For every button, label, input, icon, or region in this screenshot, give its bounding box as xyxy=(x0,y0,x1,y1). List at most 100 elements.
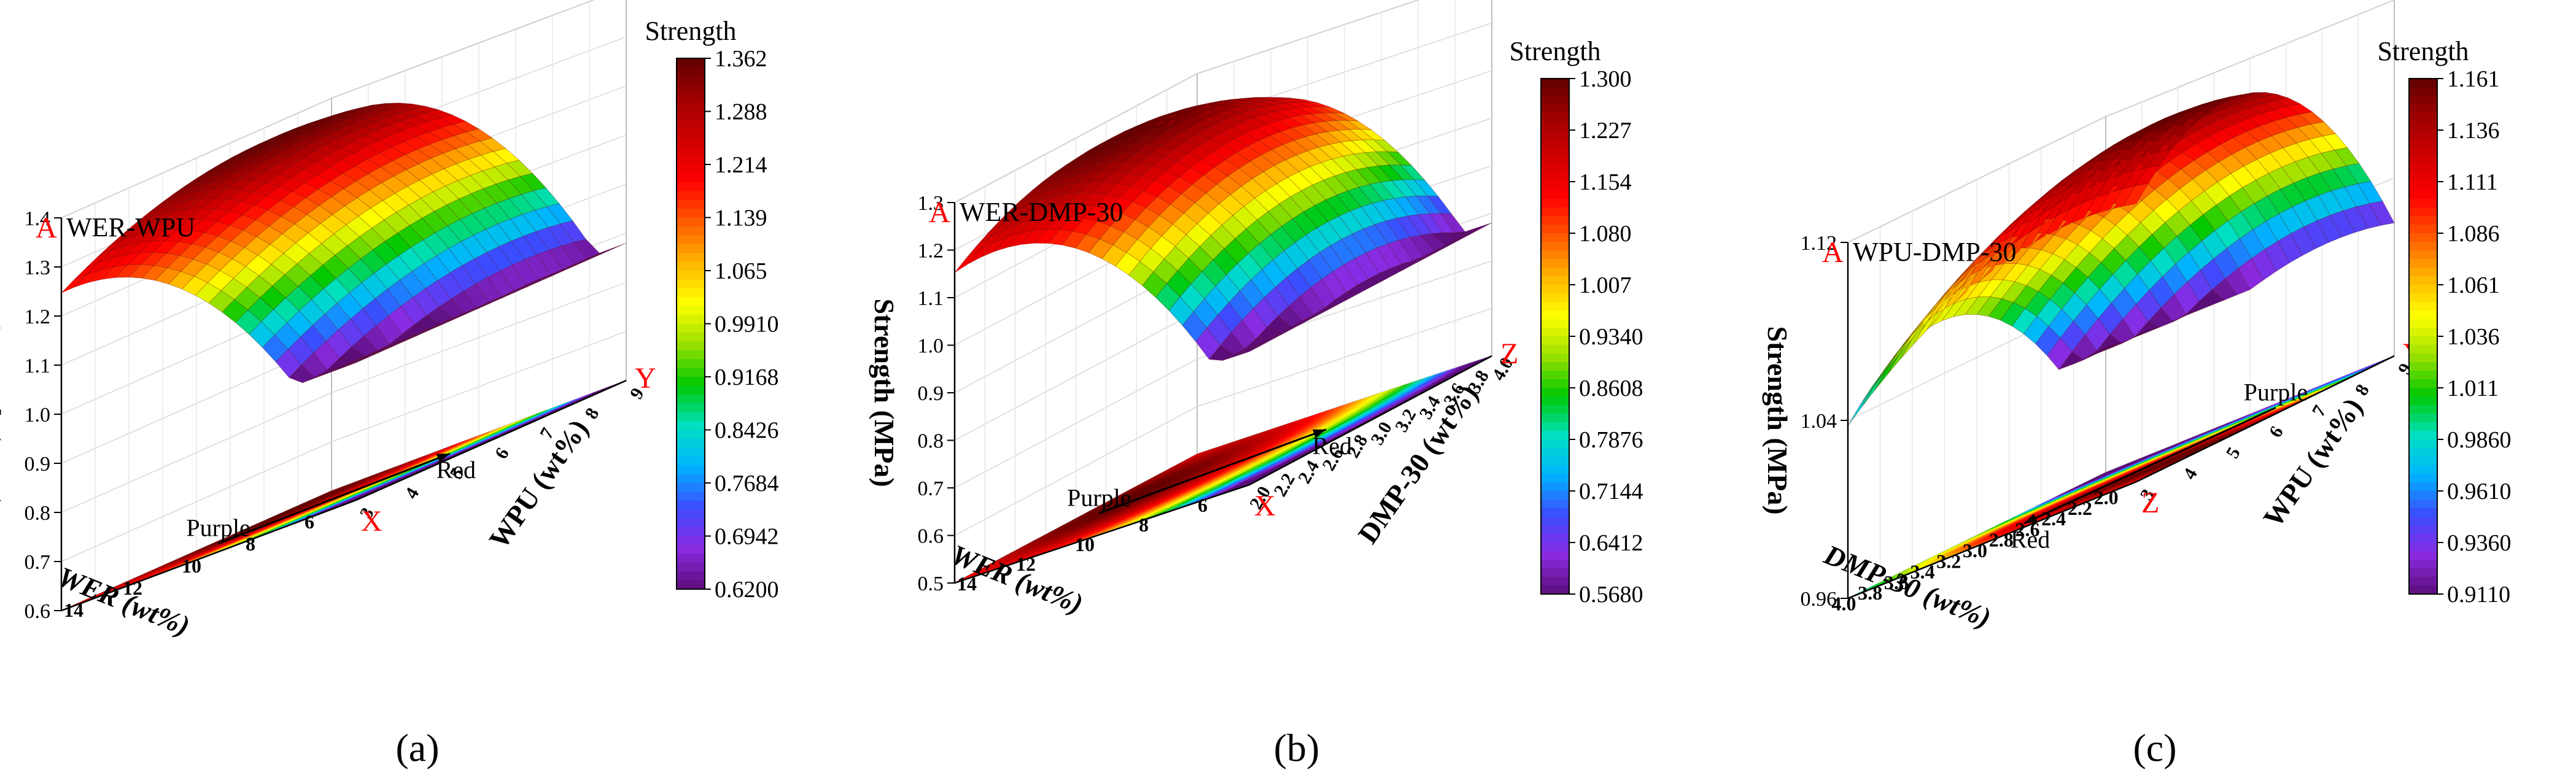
z-tick-label: 1.2 xyxy=(918,240,944,263)
colorbar-tick-label: 1.111 xyxy=(2447,169,2498,195)
colorbar-segment xyxy=(2409,216,2437,225)
colorbar-segment xyxy=(677,385,705,395)
colorbar-segment xyxy=(2409,328,2437,337)
colorbar-segment xyxy=(677,297,705,307)
colorbar-segment xyxy=(677,332,705,342)
z-tick-label: 0.9 xyxy=(25,453,51,476)
colorbar-segment xyxy=(2409,319,2437,328)
colorbar-segment xyxy=(2409,147,2437,156)
wall-gridline xyxy=(954,307,1492,536)
colorbar-tick-label: 0.5680 xyxy=(1579,582,1643,608)
colorbar-segment xyxy=(2409,465,2437,474)
x-tick-label: 4.0 xyxy=(1831,592,1856,614)
colorbar-segment xyxy=(1541,302,1569,311)
corner-label-x: Z xyxy=(2141,487,2159,519)
z-axis-label: Strength (MPa) xyxy=(1762,326,1793,514)
z-tick-label: 1.3 xyxy=(25,257,51,279)
colorbar-tick-label: 1.362 xyxy=(715,46,767,72)
panel-a: 0.60.70.80.91.01.11.21.31.46810121434567… xyxy=(0,0,779,642)
wall-gridline xyxy=(61,331,627,562)
colorbar-segment xyxy=(1541,216,1569,225)
colorbar-segment xyxy=(677,527,705,537)
colorbar-segment xyxy=(677,120,705,130)
colorbar-segment xyxy=(2409,448,2437,457)
colorbar-segment xyxy=(677,137,705,147)
z-tick-label: 0.7 xyxy=(25,551,51,574)
colorbar-segment xyxy=(1541,79,1569,88)
direction-arrow: Purple Red xyxy=(186,452,476,545)
panel-label-b: (b) xyxy=(1274,726,1320,770)
colorbar-segment xyxy=(1541,414,1569,423)
colorbar-segment xyxy=(2409,388,2437,397)
x-tick-label: 8 xyxy=(246,533,255,555)
colorbar-segment xyxy=(677,244,705,253)
colorbar-segment xyxy=(1541,259,1569,268)
panel-b: 0.50.60.70.80.91.01.11.21.3681012142.02.… xyxy=(869,0,1643,620)
colorbar-segment xyxy=(1541,405,1569,414)
colorbar-segment xyxy=(1541,87,1569,96)
colorbar-segment xyxy=(2409,517,2437,526)
colorbar-tick-label: 1.288 xyxy=(715,99,767,125)
colorbar-segment xyxy=(2409,560,2437,569)
z-tick-label: 0.8 xyxy=(918,430,944,453)
z-tick-label: 1.2 xyxy=(25,306,51,328)
colorbar-segment xyxy=(677,271,705,280)
colorbar-segment xyxy=(1541,250,1569,260)
colorbar-tick-label: 0.8426 xyxy=(715,418,779,444)
colorbar-segment xyxy=(2409,259,2437,268)
colorbar-segment xyxy=(2409,96,2437,105)
colorbar-segment xyxy=(677,456,705,466)
colorbar-tick-label: 0.6200 xyxy=(715,577,779,603)
x-tick-label: 3.2 xyxy=(1936,550,1961,572)
colorbar-segment xyxy=(1541,362,1569,371)
colorbar-segment xyxy=(1541,551,1569,560)
colorbar-segment xyxy=(2409,568,2437,577)
z-tick-label: 0.8 xyxy=(25,502,51,525)
colorbar-segment xyxy=(677,261,705,271)
colorbar-segment xyxy=(2409,577,2437,586)
z-tick-label: 0.5 xyxy=(918,573,944,595)
colorbar-segment xyxy=(2409,104,2437,114)
colorbar-segment xyxy=(677,554,705,563)
z-tick-label: 0.6 xyxy=(25,600,51,623)
colorbar-segment xyxy=(1541,328,1569,337)
chart-title: WER-DMP-30 xyxy=(960,197,1123,227)
colorbar-segment xyxy=(2409,371,2437,380)
colorbar-tick-label: 1.214 xyxy=(715,152,767,178)
colorbar-segment xyxy=(1541,233,1569,242)
corner-label-y: Z xyxy=(1500,338,1518,370)
x-tick-label: 2.2 xyxy=(2068,497,2092,519)
x-tick-label: 6 xyxy=(1198,494,1208,516)
colorbar-segment xyxy=(677,465,705,475)
colorbar-tick-label: 0.6412 xyxy=(1579,530,1643,556)
colorbar-segment xyxy=(677,359,705,369)
y-tick-label: 8 xyxy=(581,404,603,422)
y-tick-label: 6 xyxy=(491,444,513,462)
z-tick-label: 0.7 xyxy=(918,477,944,500)
colorbar-segment xyxy=(2409,122,2437,131)
colorbar-segment xyxy=(677,500,705,511)
colorbar-tick-label: 1.080 xyxy=(1579,221,1632,247)
y-tick-label: 5 xyxy=(2222,444,2244,461)
colorbar-segment xyxy=(2409,268,2437,277)
arrow-start-label: Purple xyxy=(2244,378,2308,406)
z-tick-label: 1.1 xyxy=(25,355,51,377)
colorbar-segment xyxy=(1541,474,1569,483)
colorbar-segment xyxy=(1541,500,1569,509)
colorbar-segment xyxy=(1541,122,1569,131)
surface-cell xyxy=(257,133,284,145)
y-tick-label: 4 xyxy=(2179,465,2202,482)
colorbar-segment xyxy=(2409,500,2437,509)
surface-cell xyxy=(233,144,259,157)
corner-label-y: Y xyxy=(635,362,656,395)
colorbar-segment xyxy=(677,394,705,404)
colorbar-segment xyxy=(677,518,705,528)
colorbar-segment xyxy=(2409,474,2437,483)
colorbar-segment xyxy=(1541,379,1569,388)
colorbar-segment xyxy=(2409,130,2437,139)
colorbar-segment xyxy=(677,315,705,325)
y-axis-line xyxy=(355,379,627,501)
colorbar-tick-label: 0.6942 xyxy=(715,524,779,550)
colorbar-segment xyxy=(2409,285,2437,294)
